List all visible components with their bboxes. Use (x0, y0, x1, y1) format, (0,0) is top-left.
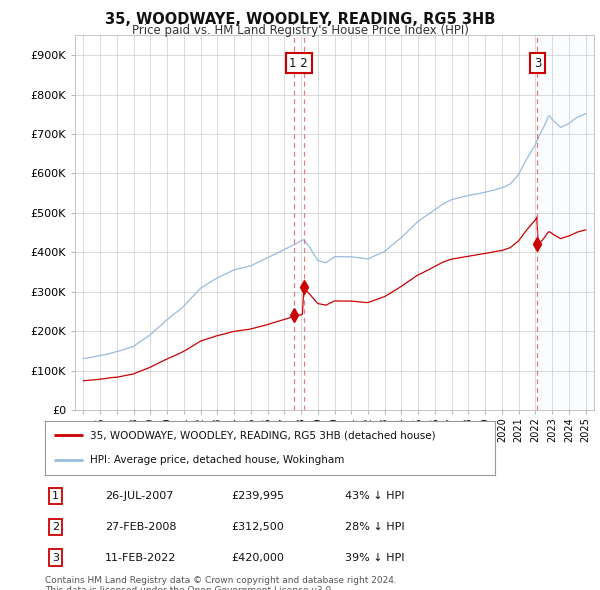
Text: 11-FEB-2022: 11-FEB-2022 (105, 553, 176, 562)
Text: 3: 3 (534, 57, 541, 70)
Text: HPI: Average price, detached house, Wokingham: HPI: Average price, detached house, Woki… (90, 455, 344, 466)
Text: 26-JUL-2007: 26-JUL-2007 (105, 491, 173, 501)
Text: £420,000: £420,000 (231, 553, 284, 562)
Bar (538, 35, 594, 410)
Text: £239,995: £239,995 (231, 491, 284, 501)
Text: 35, WOODWAYE, WOODLEY, READING, RG5 3HB: 35, WOODWAYE, WOODLEY, READING, RG5 3HB (105, 12, 495, 27)
Text: 35, WOODWAYE, WOODLEY, READING, RG5 3HB (detached house): 35, WOODWAYE, WOODLEY, READING, RG5 3HB … (90, 430, 436, 440)
Text: 27-FEB-2008: 27-FEB-2008 (105, 522, 176, 532)
Text: 3: 3 (52, 553, 59, 562)
Text: Price paid vs. HM Land Registry's House Price Index (HPI): Price paid vs. HM Land Registry's House … (131, 24, 469, 37)
Text: 1: 1 (52, 491, 59, 501)
Text: 43% ↓ HPI: 43% ↓ HPI (345, 491, 404, 501)
Text: 28% ↓ HPI: 28% ↓ HPI (345, 522, 404, 532)
Text: Contains HM Land Registry data © Crown copyright and database right 2024.
This d: Contains HM Land Registry data © Crown c… (45, 576, 397, 590)
Text: 2: 2 (52, 522, 59, 532)
Text: 39% ↓ HPI: 39% ↓ HPI (345, 553, 404, 562)
Text: 1 2: 1 2 (289, 57, 308, 70)
Text: £312,500: £312,500 (231, 522, 284, 532)
